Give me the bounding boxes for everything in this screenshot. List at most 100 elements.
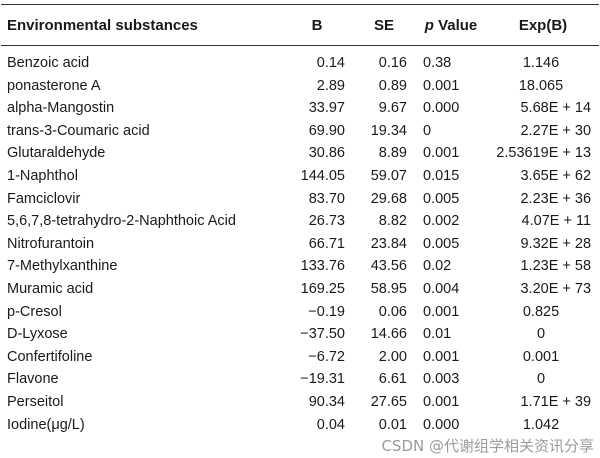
cell-p: 0.001 [423, 145, 460, 162]
results-table-container: Environmental substances B SE p Value Ex… [0, 4, 600, 436]
cell-se: 29.68 [370, 190, 407, 207]
cell-b: 69.90 [308, 122, 345, 139]
cell-b: −19.31 [300, 371, 345, 388]
cell-name: Benzoic acid [7, 55, 90, 72]
table-row: Confertifoline −6.72 2.00 0.001 0.001 [1, 346, 599, 369]
header-rule [1, 45, 599, 46]
cell-p: 0.02 [423, 258, 452, 275]
cell-se: 8.89 [378, 145, 407, 162]
cell-name: 7-Methylxanthine [7, 258, 118, 275]
cell-exp: 5.68E + 14 [520, 100, 592, 117]
header-b: B [311, 16, 323, 34]
cell-p: 0.005 [423, 190, 460, 207]
cell-p: 0.001 [423, 77, 460, 94]
cell-exp: 2.53619E + 13 [496, 145, 592, 162]
cell-name: Famciclovir [7, 190, 81, 207]
cell-se: 6.61 [378, 371, 407, 388]
cell-b: 169.25 [300, 280, 345, 297]
cell-se: 0.01 [378, 416, 407, 433]
regression-results-body: Benzoic acid 0.14 0.16 0.38 1.146 ponasteron… [1, 46, 599, 436]
header-p-rest: Value [433, 16, 478, 34]
header-name: Environmental substances [7, 16, 198, 34]
top-rule [1, 4, 599, 5]
cell-b: 144.05 [300, 168, 345, 185]
cell-exp: 9.32E + 28 [520, 235, 592, 252]
cell-se: 59.07 [370, 168, 407, 185]
cell-p: 0.001 [423, 348, 460, 365]
cell-b: 33.97 [308, 100, 345, 117]
table-row: Benzoic acid 0.14 0.16 0.38 1.146 [1, 52, 599, 75]
table-row: trans-3-Coumaric acid 69.90 19.34 0 2.27E + … [1, 120, 599, 143]
cell-exp: 1.146 [522, 55, 560, 72]
cell-name: ponasterone A [7, 77, 101, 94]
table-row: Nitrofurantoin 66.71 23.84 0.005 9.32E + 28 [1, 233, 599, 256]
cell-exp: 0 [536, 371, 546, 388]
cell-se: 9.67 [378, 100, 407, 117]
cell-se: 0.06 [378, 303, 407, 320]
cell-b: 83.70 [308, 190, 345, 207]
cell-p: 0 [423, 122, 432, 139]
cell-se: 27.65 [370, 393, 407, 410]
cell-exp: 0 [536, 326, 546, 343]
cell-name: p-Cresol [7, 303, 62, 320]
cell-name: 5,6,7,8-tetrahydro-2-Naphthoic Acid [7, 213, 236, 230]
table-row: Famciclovir 83.70 29.68 0.005 2.23E + 36 [1, 188, 599, 211]
cell-b: 30.86 [308, 145, 345, 162]
cell-name: alpha-Mangostin [7, 100, 115, 117]
cell-p: 0.005 [423, 235, 460, 252]
cell-b: −0.19 [308, 303, 345, 320]
cell-p: 0.000 [423, 416, 460, 433]
cell-b: 26.73 [308, 213, 345, 230]
cell-b: 133.76 [300, 258, 345, 275]
cell-name: D-Lyxose [7, 326, 68, 343]
header-p-value: p Value [415, 5, 487, 45]
cell-se: 14.66 [370, 326, 407, 343]
cell-exp: 3.65E + 62 [520, 168, 592, 185]
cell-p: 0.38 [423, 55, 452, 72]
cell-b: −6.72 [308, 348, 345, 365]
cell-name: Flavone [7, 371, 59, 388]
table-row: 7-Methylxanthine 133.76 43.56 0.02 1.23E + 5… [1, 255, 599, 278]
cell-se: 58.95 [370, 280, 407, 297]
cell-se: 23.84 [370, 235, 407, 252]
cell-name: Muramic acid [7, 280, 94, 297]
cell-name: Glutaraldehyde [7, 145, 106, 162]
header-row: Environmental substances B SE p Value Ex… [1, 5, 599, 45]
table-row: ponasterone A 2.89 0.89 0.001 18.065 [1, 75, 599, 98]
cell-name: Nitrofurantoin [7, 235, 95, 252]
table-row: Glutaraldehyde 30.86 8.89 0.001 2.53619E + 1… [1, 142, 599, 165]
header-p-italic: p [424, 16, 434, 34]
cell-exp: 2.27E + 30 [520, 122, 592, 139]
cell-exp: 1.042 [522, 416, 560, 433]
cell-exp: 0.825 [522, 303, 560, 320]
table-row: Muramic acid 169.25 58.95 0.004 3.20E + 73 [1, 278, 599, 301]
cell-name: Confertifoline [7, 348, 93, 365]
cell-se: 2.00 [378, 348, 407, 365]
cell-p: 0.004 [423, 280, 460, 297]
cell-se: 8.82 [378, 213, 407, 230]
cell-name: Perseitol [7, 393, 64, 410]
cell-se: 0.16 [378, 55, 407, 72]
cell-p: 0.01 [423, 326, 452, 343]
table-row: 1-Naphthol 144.05 59.07 0.015 3.65E + 62 [1, 165, 599, 188]
cell-p: 0.000 [423, 100, 460, 117]
cell-exp: 3.20E + 73 [520, 280, 592, 297]
cell-b: 0.04 [316, 416, 345, 433]
cell-p: 0.001 [423, 393, 460, 410]
cell-se: 19.34 [370, 122, 407, 139]
table-row: Flavone −19.31 6.61 0.003 0 [1, 368, 599, 391]
table-row: Perseitol 90.34 27.65 0.001 1.71E + 39 [1, 391, 599, 414]
table-row: 5,6,7,8-tetrahydro-2-Naphthoic Acid 26.73… [1, 210, 599, 233]
table-row: Iodine(μg/L) 0.04 0.01 0.000 1.042 [1, 414, 599, 437]
cell-exp: 0.001 [522, 348, 560, 365]
cell-b: 66.71 [308, 235, 345, 252]
table-row: alpha-Mangostin 33.97 9.67 0.000 5.68E + 14 [1, 97, 599, 120]
cell-p: 0.001 [423, 303, 460, 320]
cell-exp: 4.07E + 11 [521, 213, 592, 230]
regression-results-table: Environmental substances B SE p Value Ex… [1, 5, 599, 45]
cell-b: 90.34 [308, 393, 345, 410]
cell-b: 2.89 [316, 77, 345, 94]
cell-p: 0.003 [423, 371, 460, 388]
cell-se: 0.89 [378, 77, 407, 94]
header-exp-b: Exp(B) [518, 16, 568, 34]
